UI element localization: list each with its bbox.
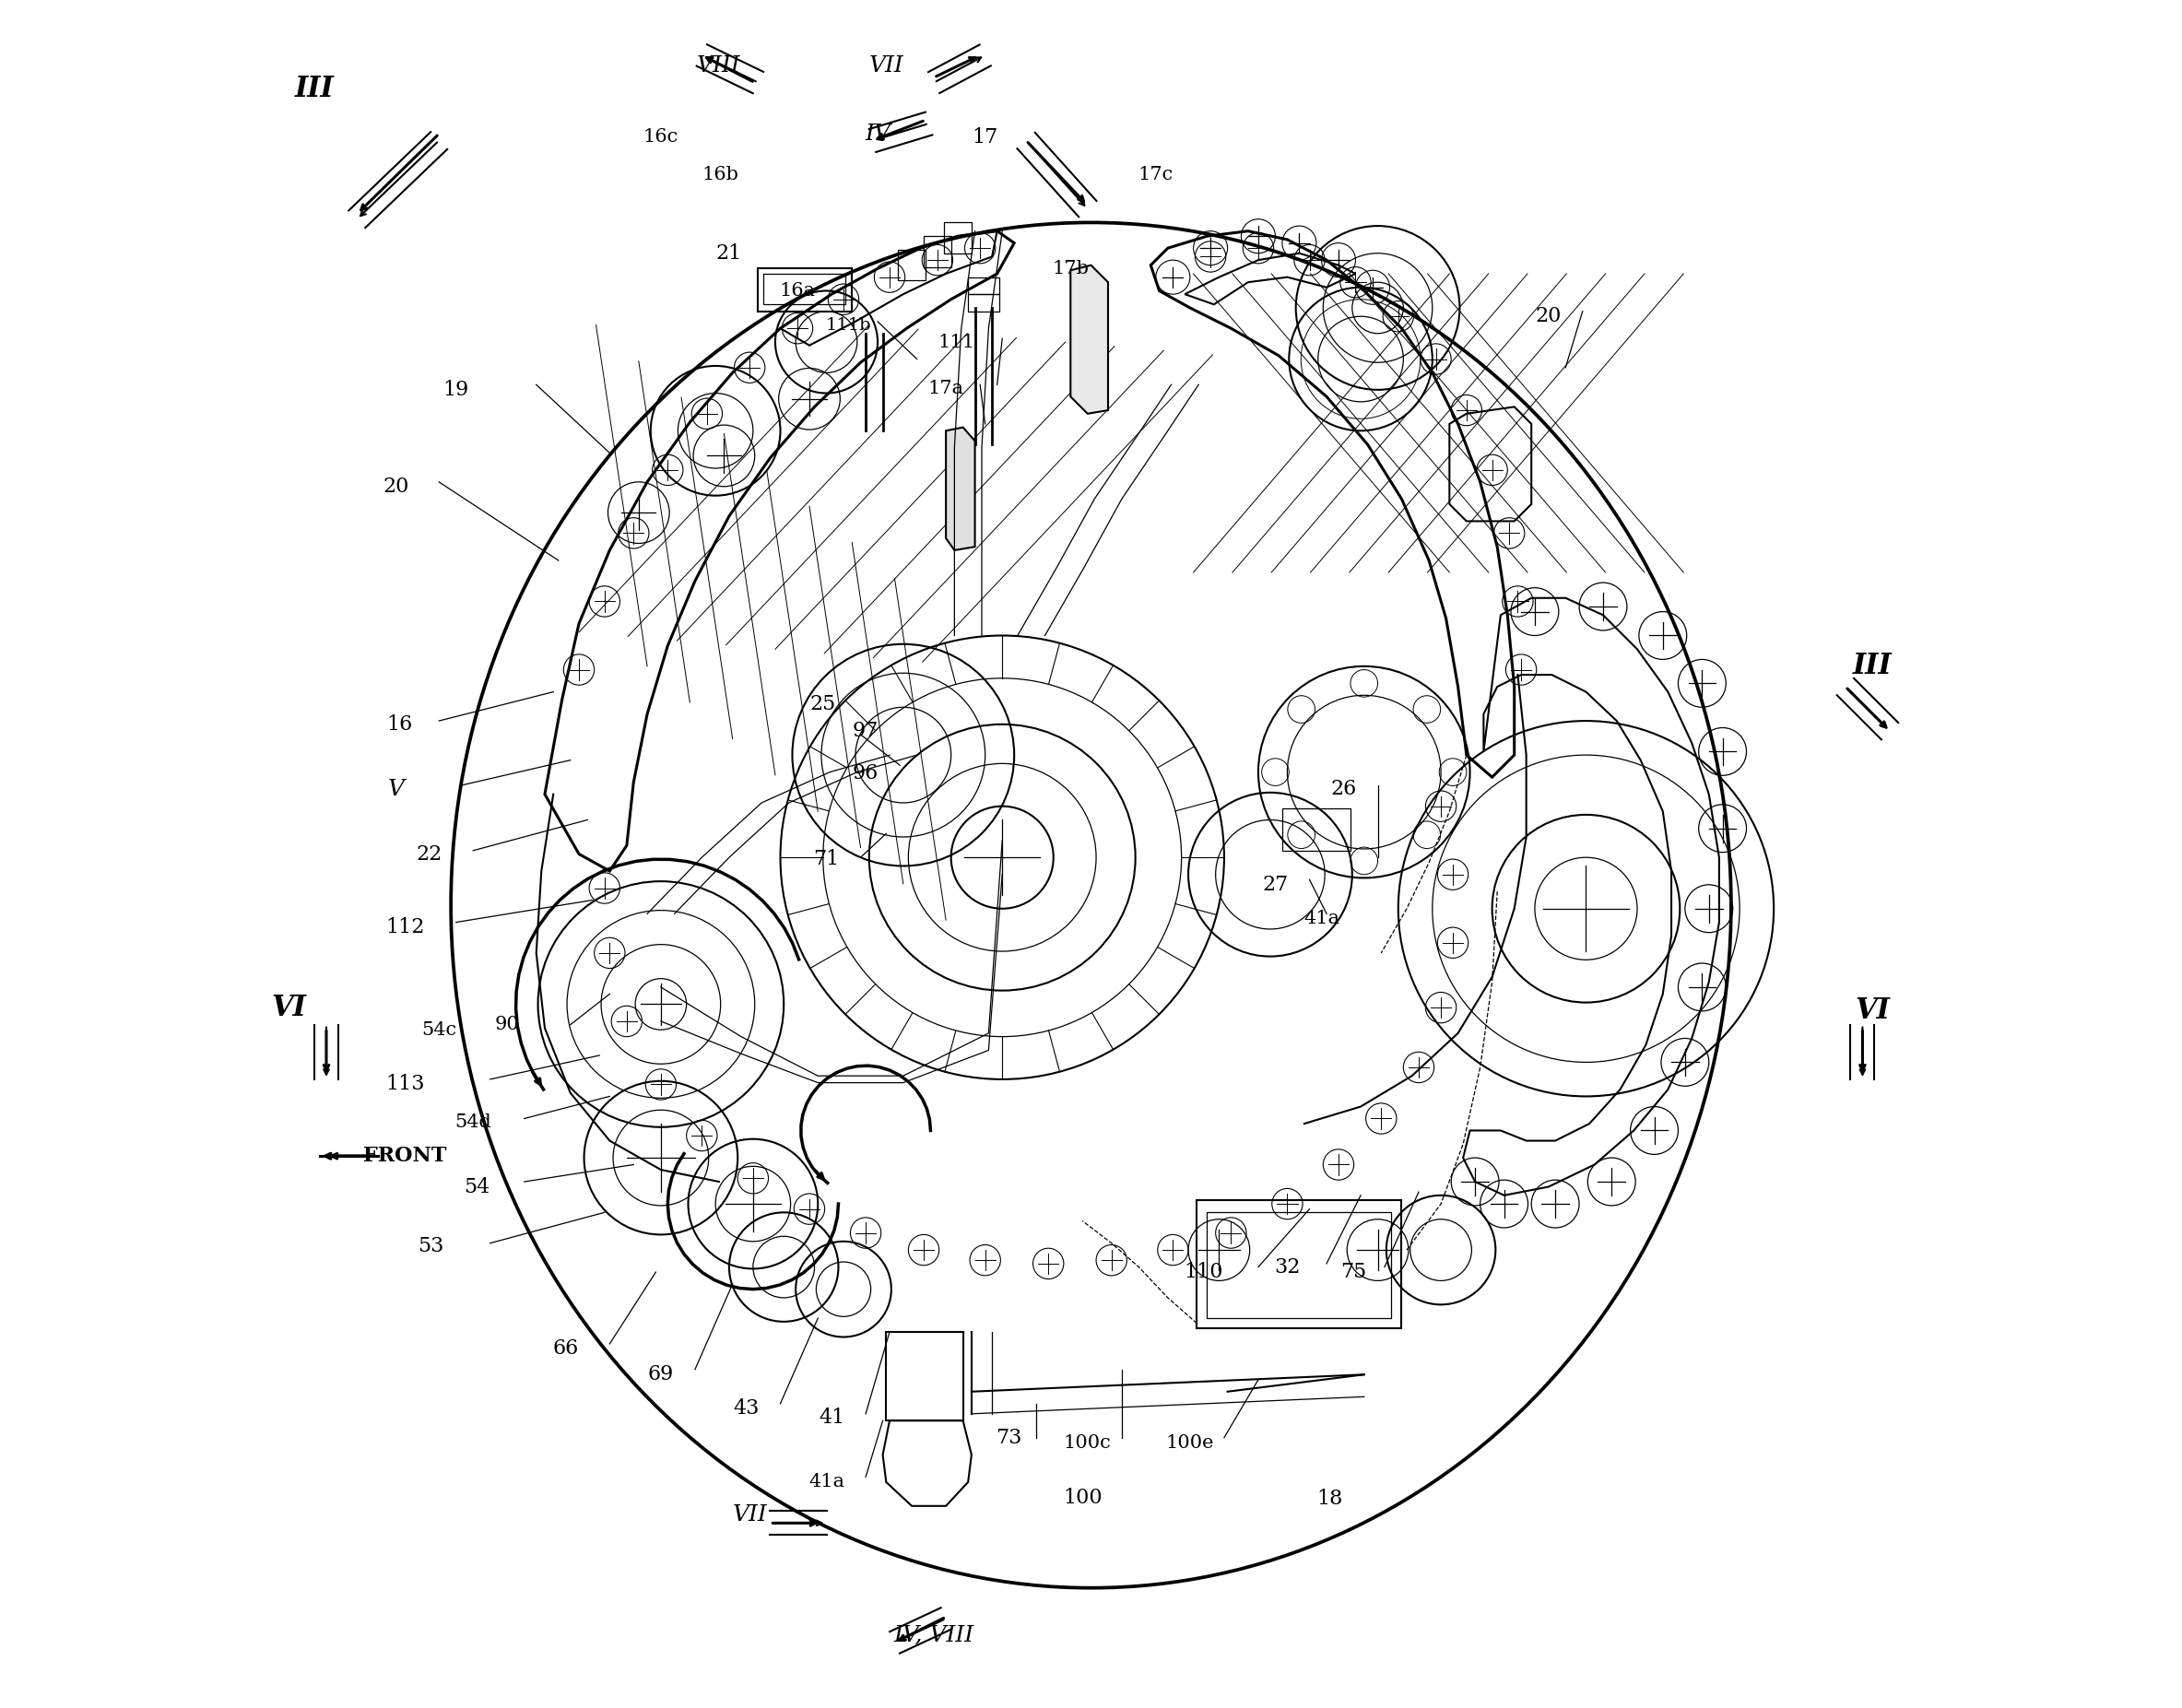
- Text: 17a: 17a: [927, 379, 964, 396]
- Bar: [757, 268, 851, 311]
- Text: 25: 25: [810, 693, 836, 714]
- Text: 100e: 100e: [1165, 1435, 1213, 1452]
- Text: VII: VII: [868, 55, 903, 77]
- Text: 71: 71: [814, 849, 840, 869]
- Text: III: III: [1853, 652, 1892, 680]
- Text: 113: 113: [386, 1074, 425, 1095]
- Text: 22: 22: [417, 844, 441, 864]
- Text: 54: 54: [463, 1177, 489, 1197]
- Polygon shape: [1071, 265, 1108, 413]
- Bar: [923, 236, 951, 266]
- Text: 73: 73: [995, 1428, 1021, 1448]
- Bar: [1283, 808, 1351, 851]
- Text: 41a: 41a: [1303, 910, 1340, 927]
- Text: 19: 19: [443, 379, 469, 400]
- Text: 100: 100: [1063, 1488, 1102, 1508]
- Text: VI: VI: [271, 994, 305, 1021]
- Text: IV: IV: [864, 123, 890, 145]
- Text: VIII: VIII: [696, 55, 742, 77]
- Text: 53: 53: [417, 1237, 443, 1257]
- Bar: [969, 294, 999, 311]
- Text: 20: 20: [1536, 306, 1562, 326]
- Bar: [764, 273, 844, 304]
- Text: 32: 32: [1274, 1257, 1300, 1278]
- Text: 21: 21: [716, 243, 742, 263]
- Text: 112: 112: [386, 917, 423, 938]
- Text: 111b: 111b: [825, 316, 871, 333]
- Text: 26: 26: [1331, 779, 1357, 799]
- Text: FRONT: FRONT: [362, 1146, 447, 1167]
- Text: VII: VII: [733, 1505, 768, 1525]
- Text: 17c: 17c: [1139, 166, 1174, 183]
- Text: 90: 90: [495, 1016, 519, 1033]
- Text: 43: 43: [733, 1399, 759, 1419]
- Bar: [1207, 1213, 1392, 1319]
- Bar: [969, 277, 999, 294]
- Text: 97: 97: [853, 721, 879, 741]
- Text: III: III: [295, 75, 334, 104]
- Text: 16b: 16b: [703, 166, 740, 183]
- Text: 41a: 41a: [810, 1474, 844, 1491]
- Bar: [899, 249, 925, 280]
- Text: VI: VI: [1855, 997, 1890, 1025]
- Text: 100c: 100c: [1065, 1435, 1111, 1452]
- Text: 18: 18: [1318, 1489, 1344, 1510]
- Text: V: V: [388, 779, 404, 799]
- Text: 27: 27: [1263, 874, 1287, 895]
- Text: 20: 20: [384, 477, 410, 497]
- Text: IV, VIII: IV, VIII: [895, 1624, 973, 1647]
- Bar: [945, 222, 971, 253]
- Text: 41: 41: [818, 1407, 844, 1428]
- Text: 110: 110: [1185, 1262, 1224, 1283]
- Text: 54d: 54d: [454, 1114, 491, 1131]
- Text: 16: 16: [386, 714, 412, 734]
- Text: 17b: 17b: [1052, 260, 1089, 277]
- Bar: [1198, 1201, 1401, 1329]
- Bar: [886, 1332, 962, 1421]
- Text: 66: 66: [552, 1339, 578, 1360]
- Text: 16a: 16a: [779, 282, 816, 299]
- Text: 16c: 16c: [644, 128, 679, 145]
- Text: 96: 96: [853, 763, 879, 784]
- Text: 111: 111: [938, 333, 975, 350]
- Text: 54c: 54c: [421, 1021, 456, 1038]
- Polygon shape: [947, 427, 975, 550]
- Text: 17: 17: [973, 126, 997, 147]
- Text: 69: 69: [648, 1365, 674, 1385]
- Text: 75: 75: [1342, 1262, 1366, 1283]
